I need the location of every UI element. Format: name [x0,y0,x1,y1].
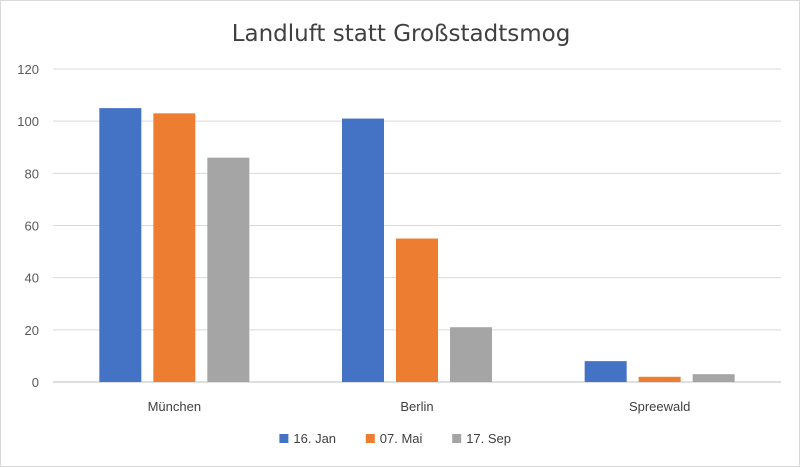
bar-07-mai-2 [638,376,681,382]
y-axis-ticks: 0 20 40 60 80 100 120 [17,62,39,390]
legend-swatch [452,434,462,443]
bar-17-sep-2 [692,374,735,382]
bar-07-mai-0 [153,113,196,382]
category-label: Berlin [400,399,433,414]
legend-label: 16. Jan [293,431,336,446]
y-tick-label: 120 [17,62,39,77]
chart-title: Landluft statt Großstadtsmog [232,21,571,47]
bar-16-jan-0 [99,108,142,382]
legend-swatch [365,434,375,443]
y-tick-label: 40 [25,271,39,286]
legend-label: 07. Mai [380,431,423,446]
category-labels: München Berlin Spreewald [148,399,691,414]
bar-16-jan-1 [342,118,384,382]
category-label: Spreewald [629,399,690,414]
y-tick-label: 60 [25,219,39,234]
y-tick-label: 20 [25,323,39,338]
bar-07-mai-1 [396,238,438,382]
y-tick-label: 100 [17,114,39,129]
category-label: München [148,399,201,414]
bar-16-jan-2 [584,361,627,382]
legend-label: 17. Sep [466,431,511,446]
legend-swatch [279,434,289,443]
y-tick-label: 80 [25,166,39,181]
legend: 16. Jan 07. Mai 17. Sep [279,431,511,446]
bar-17-sep-0 [207,157,250,382]
bar-17-sep-1 [450,327,492,382]
y-tick-label: 0 [32,375,39,390]
bars [99,108,735,382]
